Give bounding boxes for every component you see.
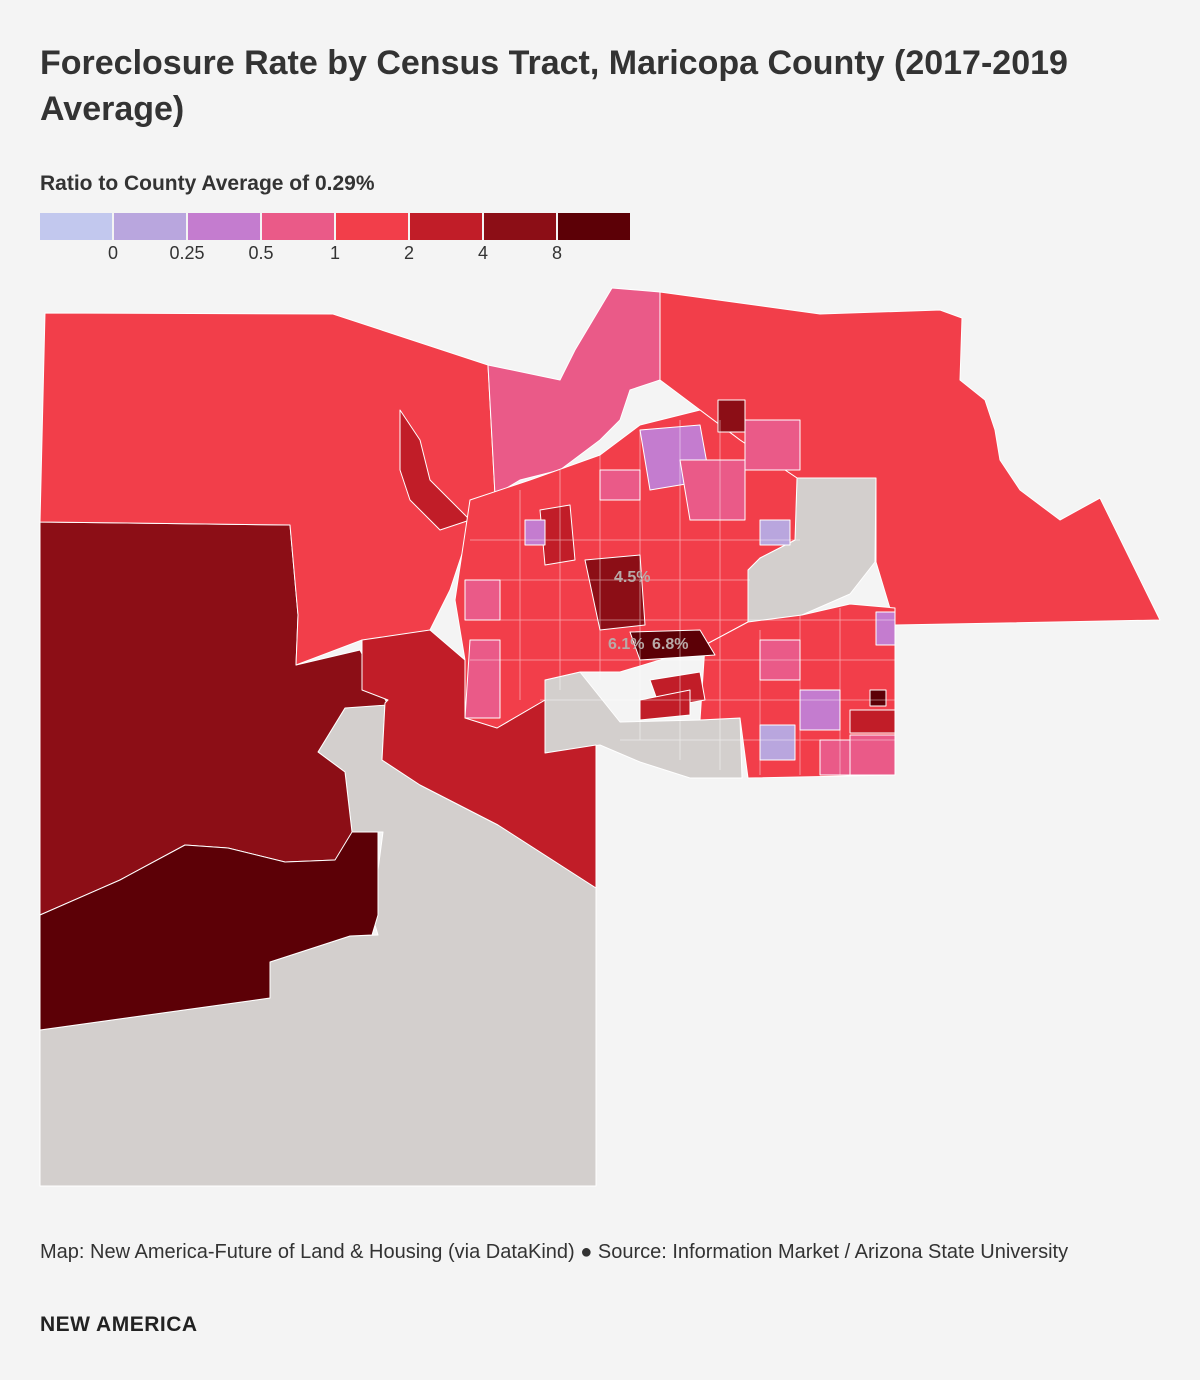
legend-title: Ratio to County Average of 0.29% (40, 172, 375, 195)
tract-grid-overlay (465, 420, 895, 775)
county-map[interactable]: 4.5% 6.1% 6.8% (0, 0, 1200, 1200)
tract-pink-8[interactable] (599, 469, 641, 501)
legend-swatch (484, 213, 556, 240)
legend-tick-label: 2 (403, 243, 415, 263)
legend-swatch (262, 213, 334, 240)
tract-pink-4[interactable] (464, 579, 501, 621)
tract-southwest[interactable] (39, 831, 379, 1031)
tract-metro-dark-3[interactable] (629, 629, 716, 661)
map-title: Foreclosure Rate by Census Tract, Marico… (40, 44, 1068, 128)
legend-swatch (558, 213, 630, 240)
tract-east-red[interactable] (849, 709, 896, 734)
legend-swatch (410, 213, 482, 240)
legend-tick-label: 8 (551, 243, 563, 263)
legend-swatch (188, 213, 260, 240)
legend-swatch (114, 213, 186, 240)
tract-pink-1[interactable] (744, 419, 801, 471)
tract-purple-2[interactable] (799, 689, 841, 731)
legend-tick-label: 0 (107, 243, 119, 263)
tract-pink-7[interactable] (849, 734, 896, 776)
tract-purple-3[interactable] (875, 611, 896, 646)
rate-callout: 6.1% (608, 636, 644, 653)
brand-logo: NEW AMERICA (40, 1313, 198, 1336)
tract-pink-2[interactable] (679, 459, 746, 521)
rate-callout: 6.8% (652, 636, 688, 653)
legend-swatch (336, 213, 408, 240)
tract-west-diagonal[interactable] (399, 409, 471, 531)
legend-tick-label: 0.5 (248, 243, 274, 263)
legend-color-bar (40, 213, 632, 240)
tract-east-dark[interactable] (869, 689, 887, 707)
tract-dark-red-6[interactable] (639, 689, 691, 721)
tract-pink-3[interactable] (464, 639, 501, 719)
legend-tick-label: 1 (329, 243, 341, 263)
tract-lavender-2[interactable] (759, 724, 796, 761)
legend-swatch (40, 213, 112, 240)
tract-metro-dark-5[interactable] (717, 399, 746, 433)
legend-tick-label: 0.25 (169, 243, 205, 263)
tract-purple-4[interactable] (524, 519, 546, 546)
rate-callout: 4.5% (614, 569, 650, 586)
tract-lavender-1[interactable] (759, 519, 791, 546)
legend-tick-label: 4 (477, 243, 489, 263)
tract-north-pink[interactable] (487, 287, 661, 496)
source-note: Map: New America-Future of Land & Housin… (40, 1241, 1069, 1263)
